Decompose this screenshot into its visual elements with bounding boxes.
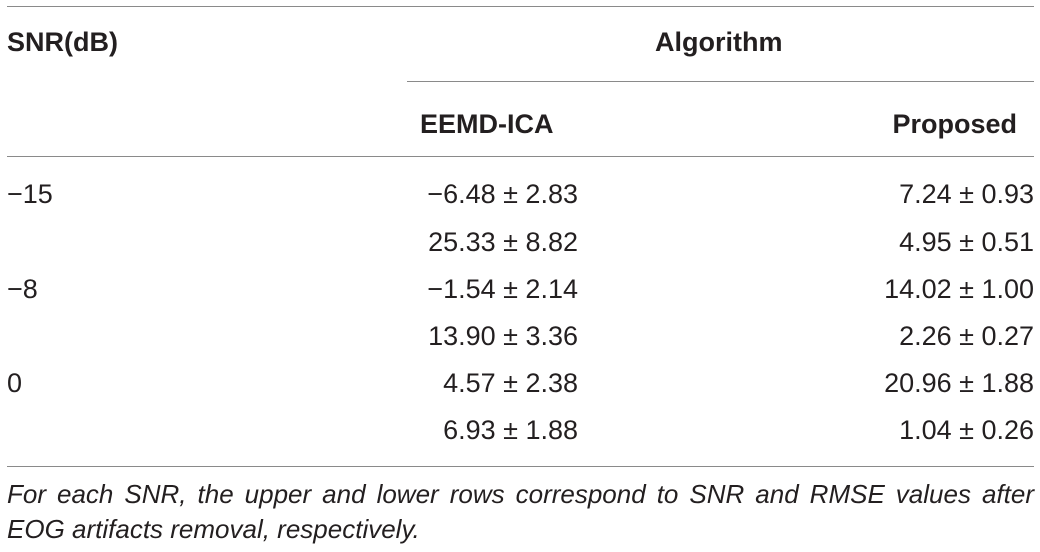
table-footnote: For each SNR, the upper and lower rows c… xyxy=(7,479,1034,544)
eemd-ica-cell: 25.33 ± 8.82 xyxy=(428,227,578,257)
proposed-cell: 20.96 ± 1.88 xyxy=(884,368,1034,398)
snr-column-header: SNR(dB) xyxy=(7,27,118,57)
snr-cell: 0 xyxy=(7,368,23,398)
eemd-ica-cell: 6.93 ± 1.88 xyxy=(443,415,578,445)
table-bottom-rule xyxy=(7,466,1034,467)
proposed-cell: 2.26 ± 0.27 xyxy=(899,321,1034,351)
snr-cell: −15 xyxy=(7,179,53,209)
eemd-ica-cell: −1.54 ± 2.14 xyxy=(427,274,578,304)
table-top-rule xyxy=(7,6,1034,7)
algorithm-group-rule xyxy=(407,81,1034,82)
eemd-ica-cell: 4.57 ± 2.38 xyxy=(443,368,578,398)
snr-cell: −8 xyxy=(7,274,38,304)
eemd-ica-column-header: EEMD-ICA xyxy=(420,109,554,139)
proposed-cell: 7.24 ± 0.93 xyxy=(899,179,1034,209)
proposed-cell: 1.04 ± 0.26 xyxy=(899,415,1034,445)
eemd-ica-cell: −6.48 ± 2.83 xyxy=(427,179,578,209)
proposed-cell: 4.95 ± 0.51 xyxy=(899,227,1034,257)
table-header-rule xyxy=(7,156,1034,157)
proposed-cell: 14.02 ± 1.00 xyxy=(884,274,1034,304)
proposed-column-header: Proposed xyxy=(892,109,1017,139)
eemd-ica-cell: 13.90 ± 3.36 xyxy=(428,321,578,351)
algorithm-group-header: Algorithm xyxy=(655,27,783,57)
